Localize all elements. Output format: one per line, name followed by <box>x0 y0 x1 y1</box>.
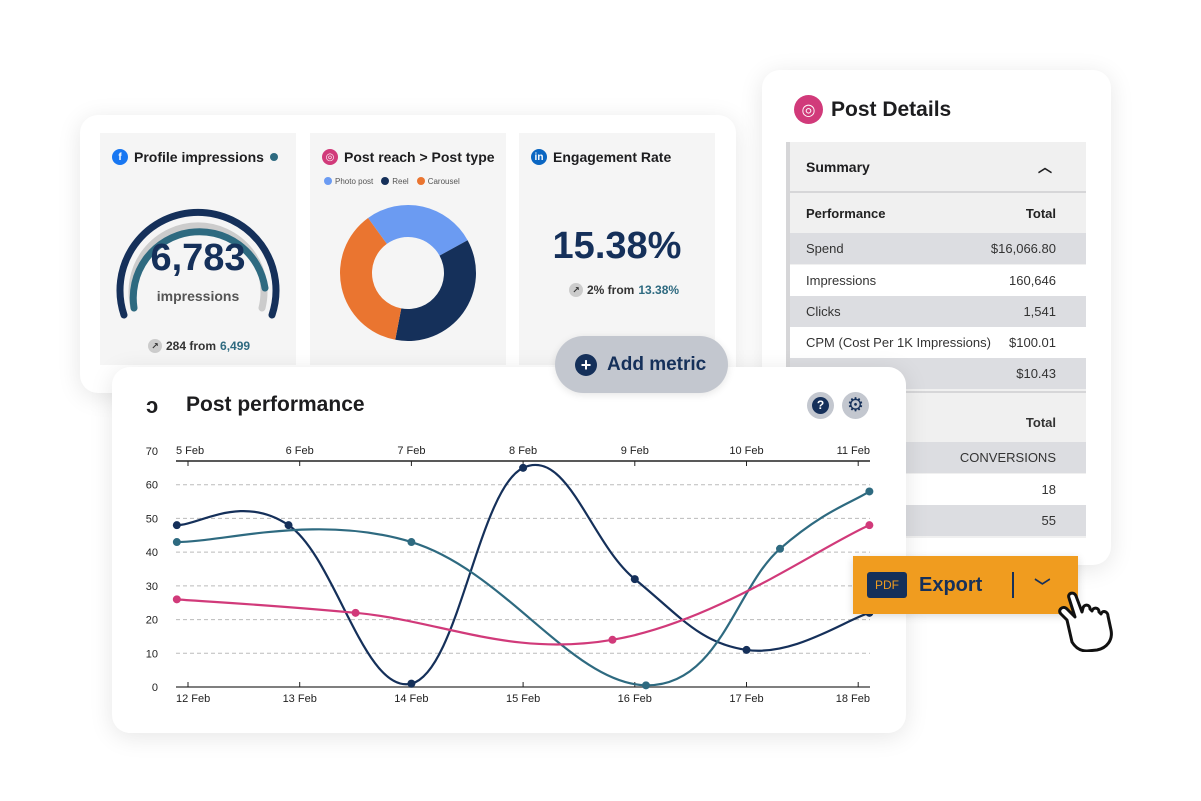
facebook-icon: f <box>112 149 128 165</box>
linkedin-icon: in <box>531 149 547 165</box>
legend-item: Reel <box>381 177 409 186</box>
data-point <box>284 521 293 530</box>
y-tick-label: 10 <box>146 648 158 660</box>
top-x-tick-label: 10 Feb <box>729 445 763 457</box>
add-metric-button[interactable]: + Add metric <box>555 336 728 393</box>
top-x-tick-label: 9 Feb <box>621 445 649 457</box>
bottom-x-tick-label: 17 Feb <box>729 693 763 705</box>
gauge <box>116 208 280 319</box>
donut-chart <box>340 205 476 341</box>
data-point <box>630 575 639 584</box>
pdf-badge: PDF <box>867 572 907 598</box>
table-row: Spend $16,066.80 <box>790 233 1086 264</box>
card-title: Post performance <box>186 393 365 416</box>
bottom-x-tick-label: 13 Feb <box>283 693 317 705</box>
table-row: Clicks 1,541 <box>790 296 1086 327</box>
top-x-tick-label: 5 Feb <box>176 445 204 457</box>
series-line-1 <box>176 490 870 687</box>
top-x-tick-label: 7 Feb <box>397 445 425 457</box>
donut-slice-carousel <box>340 217 402 340</box>
chevron-up-icon[interactable]: ︿ <box>1038 158 1052 175</box>
trend: ↗ 2% from 13.38% <box>569 283 679 297</box>
series-line-0 <box>176 464 870 686</box>
hand-cursor-icon <box>1058 591 1113 652</box>
legend-item: Carousel <box>416 177 460 186</box>
data-point <box>865 487 874 496</box>
profile-impressions-tile[interactable]: f Profile impressions 6,783 impressions ↗… <box>100 133 296 365</box>
data-point <box>351 608 360 617</box>
post-reach-tile[interactable]: ◎ Post reach > Post type Photo post Reel … <box>310 133 506 365</box>
top-x-tick-label: 8 Feb <box>509 445 537 457</box>
y-tick-label: 70 <box>146 446 158 458</box>
plus-icon: + <box>575 353 597 376</box>
trend: ↗ 284 from 6,499 <box>148 339 250 353</box>
top-x-tick-label: 6 Feb <box>286 445 314 457</box>
bottom-x-tick-label: 18 Feb <box>836 693 870 705</box>
series-line-2 <box>176 524 870 646</box>
status-dot <box>269 153 278 161</box>
instagram-icon: ◎ <box>794 95 823 124</box>
export-button[interactable]: PDF Export ﹀ <box>853 556 1078 614</box>
summary-header[interactable]: Summary ︿ <box>790 142 1086 193</box>
data-point <box>776 544 785 553</box>
data-point <box>172 521 181 530</box>
y-tick-label: 50 <box>146 513 158 525</box>
metrics-card: f Profile impressions 6,783 impressions ↗… <box>80 115 736 393</box>
data-point <box>865 521 874 530</box>
bottom-x-tick-label: 15 Feb <box>506 693 540 705</box>
y-tick-label: 40 <box>146 547 158 559</box>
table-header: Total <box>1025 415 1056 430</box>
data-point <box>407 679 416 688</box>
impressions-value: 6,783 <box>150 237 246 279</box>
instagram-icon: ◎ <box>322 149 338 165</box>
performance-icon: ↄ <box>146 393 159 418</box>
y-tick-label: 60 <box>146 480 158 492</box>
arrow-up-right-icon: ↗ <box>148 339 162 353</box>
data-point <box>172 595 181 604</box>
legend-item: Photo post <box>324 177 373 186</box>
bottom-x-tick-label: 14 Feb <box>394 693 428 705</box>
help-icon[interactable]: ? <box>807 392 834 419</box>
y-tick-label: 0 <box>152 682 158 694</box>
donut-slice-reel <box>395 240 476 341</box>
post-details-title: Post Details <box>831 97 952 121</box>
gear-icon[interactable]: ⚙ <box>842 392 869 419</box>
engagement-tile[interactable]: in Engagement Rate 15.38% ↗ 2% from 13.38% <box>519 133 715 365</box>
data-point <box>407 538 416 547</box>
y-tick-label: 20 <box>146 615 158 627</box>
chevron-down-icon[interactable]: ﹀ <box>1034 579 1051 596</box>
data-point <box>519 463 528 472</box>
post-performance-card: ↄ Post performance ? ⚙ <box>112 367 906 733</box>
donut-slice-photo-post <box>368 205 468 256</box>
legend: Photo post Reel Carousel <box>324 177 460 186</box>
table-header: Performance Total <box>806 206 1056 221</box>
data-point <box>641 681 650 690</box>
data-point <box>742 645 751 654</box>
table-row: Impressions 160,646 <box>790 265 1086 296</box>
y-tick-label: 30 <box>146 581 158 593</box>
arrow-up-right-icon: ↗ <box>569 283 583 297</box>
bottom-x-tick-label: 12 Feb <box>176 693 210 705</box>
data-point <box>608 635 617 644</box>
engagement-value: 15.38% <box>552 225 682 267</box>
bottom-x-tick-label: 16 Feb <box>618 693 652 705</box>
table-row: CPM (Cost Per 1K Impressions) $100.01 <box>790 327 1086 358</box>
top-x-tick-label: 11 Feb <box>837 445 870 457</box>
data-point <box>172 538 181 547</box>
